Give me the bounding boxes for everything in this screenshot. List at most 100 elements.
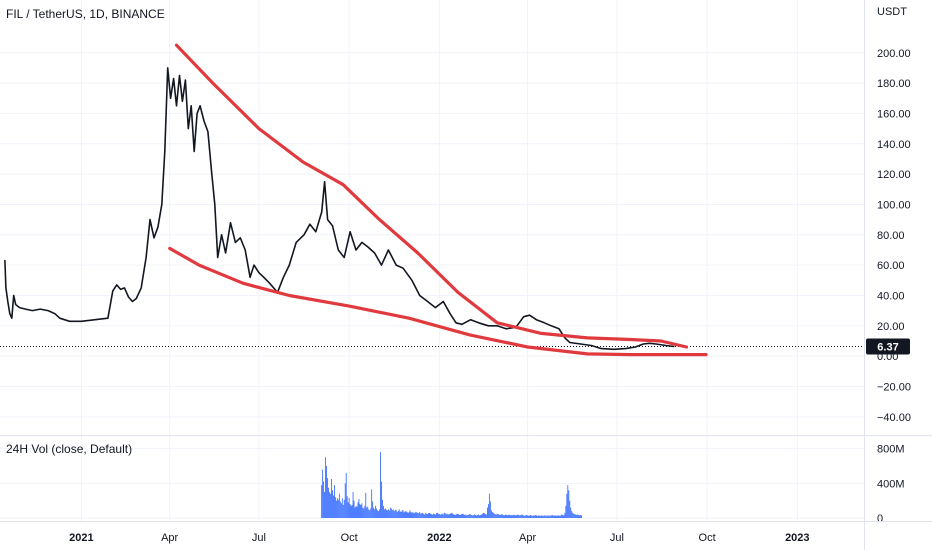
volume-bar	[404, 511, 406, 518]
volume-bar	[463, 514, 465, 518]
volume-bar	[410, 511, 412, 518]
volume-bar	[408, 512, 410, 518]
volume-bar	[491, 511, 493, 518]
volume-bar	[509, 515, 511, 518]
y-tick-label: −20.00	[877, 381, 911, 393]
volume-bar	[556, 515, 558, 518]
y-tick-label: 60.00	[877, 260, 905, 272]
volume-bar	[535, 515, 536, 518]
volume-bar	[545, 515, 547, 518]
volume-bar	[412, 511, 414, 518]
volume-bar	[572, 512, 574, 518]
volume-bar	[542, 515, 544, 518]
volume-bar	[437, 513, 439, 518]
volume-bar	[389, 507, 391, 518]
volume-bar	[444, 513, 446, 518]
volume-bar	[465, 514, 467, 518]
volume-bar	[392, 509, 394, 518]
volume-bar	[322, 469, 324, 518]
volume-bar	[547, 515, 549, 518]
volume-bar	[484, 513, 485, 518]
volume-bar	[329, 492, 330, 518]
volume-bar	[571, 511, 573, 518]
volume-bar	[560, 515, 562, 518]
volume-bar	[423, 513, 425, 518]
volume-tick-label: 400M	[877, 478, 905, 490]
x-tick-label: 2021	[69, 532, 93, 544]
volume-bar	[419, 511, 421, 518]
last-price-label: 6.37	[877, 341, 898, 353]
volume-bar	[434, 514, 435, 518]
volume-bar	[452, 514, 454, 518]
volume-bar	[562, 515, 564, 518]
volume-bar	[538, 515, 539, 518]
volume-bar	[574, 514, 576, 518]
volume-bar	[416, 512, 418, 518]
volume-bar	[515, 515, 517, 518]
volume-bar	[385, 508, 386, 518]
x-tick-label: Oct	[699, 532, 716, 544]
volume-bar	[476, 515, 478, 518]
volume-bar	[400, 511, 402, 518]
volume-bar	[420, 513, 422, 518]
volume-bar	[550, 515, 552, 518]
volume-bar	[454, 515, 456, 518]
volume-bar	[490, 510, 492, 518]
volume-bar	[387, 509, 389, 518]
volume-bar	[380, 452, 381, 518]
volume-bar	[522, 515, 524, 518]
volume-bar	[468, 514, 470, 518]
volume-bar	[362, 507, 364, 518]
volume-bar	[386, 509, 387, 518]
volume-bar	[568, 490, 570, 518]
volume-bar	[481, 514, 482, 518]
volume-bar	[436, 512, 438, 518]
volume-bar	[435, 514, 436, 518]
volume-bar	[431, 514, 432, 518]
volume-bar	[501, 514, 503, 518]
volume-bar	[352, 492, 354, 518]
volume-bar	[429, 512, 430, 518]
volume-bar	[493, 513, 495, 518]
volume-bar	[413, 513, 415, 518]
volume-bar	[331, 479, 332, 518]
volume-bar	[531, 515, 532, 518]
volume-bar	[346, 496, 348, 518]
volume-bar	[521, 514, 523, 518]
volume-bar	[524, 515, 526, 518]
volume-bar	[349, 504, 351, 518]
volume-bar	[403, 512, 405, 518]
volume-bar	[390, 508, 392, 518]
volume-bar	[525, 515, 527, 518]
volume-bar	[499, 515, 501, 518]
volume-bar	[458, 514, 460, 518]
volume-bar	[373, 507, 375, 518]
volume-bar	[336, 498, 338, 518]
volume-bar	[356, 506, 358, 518]
volume-bar	[563, 515, 565, 518]
volume-bar	[575, 514, 577, 518]
volume-bar	[324, 492, 326, 518]
volume-bar	[511, 515, 513, 518]
volume-bar	[565, 505, 567, 518]
volume-indicator-title: 24H Vol (close, Default)	[6, 442, 132, 456]
volume-bar	[358, 498, 360, 518]
volume-bar	[375, 505, 377, 518]
volume-bar	[469, 514, 471, 518]
volume-bar	[422, 512, 424, 518]
volume-bar	[405, 511, 407, 518]
volume-bar	[487, 507, 488, 518]
volume-bar	[406, 511, 408, 518]
upper-trendline	[174, 43, 689, 349]
volume-bar	[335, 497, 336, 518]
volume-bar	[508, 514, 510, 518]
volume-bar	[425, 512, 427, 518]
volume-bar	[497, 514, 499, 518]
volume-bar	[457, 514, 459, 518]
volume-bar	[546, 515, 548, 518]
volume-bar	[383, 505, 384, 518]
volume-bar	[350, 505, 352, 518]
volume-bar	[464, 515, 466, 518]
